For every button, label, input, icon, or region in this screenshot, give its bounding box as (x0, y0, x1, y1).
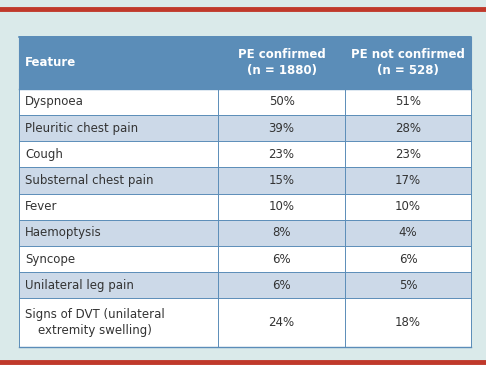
Text: 10%: 10% (395, 200, 421, 213)
Text: 39%: 39% (269, 122, 295, 135)
Text: Dyspnoea: Dyspnoea (25, 96, 84, 108)
Bar (19, 36, 218, 89)
Bar (218, 298, 345, 347)
Bar (345, 115, 471, 141)
Bar (19, 168, 218, 193)
Bar (345, 36, 471, 89)
Text: 6%: 6% (272, 253, 291, 266)
Text: 6%: 6% (272, 279, 291, 292)
Text: Fever: Fever (25, 200, 58, 213)
Text: Cough: Cough (25, 148, 63, 161)
Bar (218, 220, 345, 246)
Bar (19, 89, 218, 115)
Bar (218, 115, 345, 141)
Bar (19, 246, 218, 272)
Text: 50%: 50% (269, 96, 295, 108)
Bar (345, 89, 471, 115)
Text: Pleuritic chest pain: Pleuritic chest pain (25, 122, 139, 135)
Text: 6%: 6% (399, 253, 417, 266)
Bar (345, 141, 471, 168)
Text: 51%: 51% (395, 96, 421, 108)
Text: PE not confirmed
(n = 528): PE not confirmed (n = 528) (351, 48, 465, 77)
Bar (19, 115, 218, 141)
Text: Signs of DVT (unilateral
extremity swelling): Signs of DVT (unilateral extremity swell… (25, 308, 165, 337)
Bar (218, 193, 345, 220)
Bar (19, 193, 218, 220)
Text: Haemoptysis: Haemoptysis (25, 226, 102, 239)
Bar (345, 272, 471, 298)
Bar (345, 246, 471, 272)
Bar (19, 141, 218, 168)
Bar (345, 220, 471, 246)
Text: 4%: 4% (399, 226, 417, 239)
Bar (345, 298, 471, 347)
Text: 15%: 15% (269, 174, 295, 187)
Text: 10%: 10% (269, 200, 295, 213)
Text: 18%: 18% (395, 316, 421, 329)
Bar (19, 272, 218, 298)
Text: 17%: 17% (395, 174, 421, 187)
Text: Syncope: Syncope (25, 253, 75, 266)
Text: 28%: 28% (395, 122, 421, 135)
Text: Unilateral leg pain: Unilateral leg pain (25, 279, 134, 292)
Text: Feature: Feature (25, 56, 76, 69)
Bar (218, 36, 345, 89)
Text: 24%: 24% (269, 316, 295, 329)
Text: PE confirmed
(n = 1880): PE confirmed (n = 1880) (238, 48, 326, 77)
Bar (218, 246, 345, 272)
Text: 8%: 8% (272, 226, 291, 239)
Text: Substernal chest pain: Substernal chest pain (25, 174, 154, 187)
Bar (218, 141, 345, 168)
Text: 23%: 23% (269, 148, 295, 161)
Bar (345, 193, 471, 220)
Bar (218, 272, 345, 298)
Bar (19, 220, 218, 246)
Text: 5%: 5% (399, 279, 417, 292)
Text: 23%: 23% (395, 148, 421, 161)
Bar (345, 168, 471, 193)
Bar (19, 298, 218, 347)
Bar (218, 168, 345, 193)
Bar (218, 89, 345, 115)
